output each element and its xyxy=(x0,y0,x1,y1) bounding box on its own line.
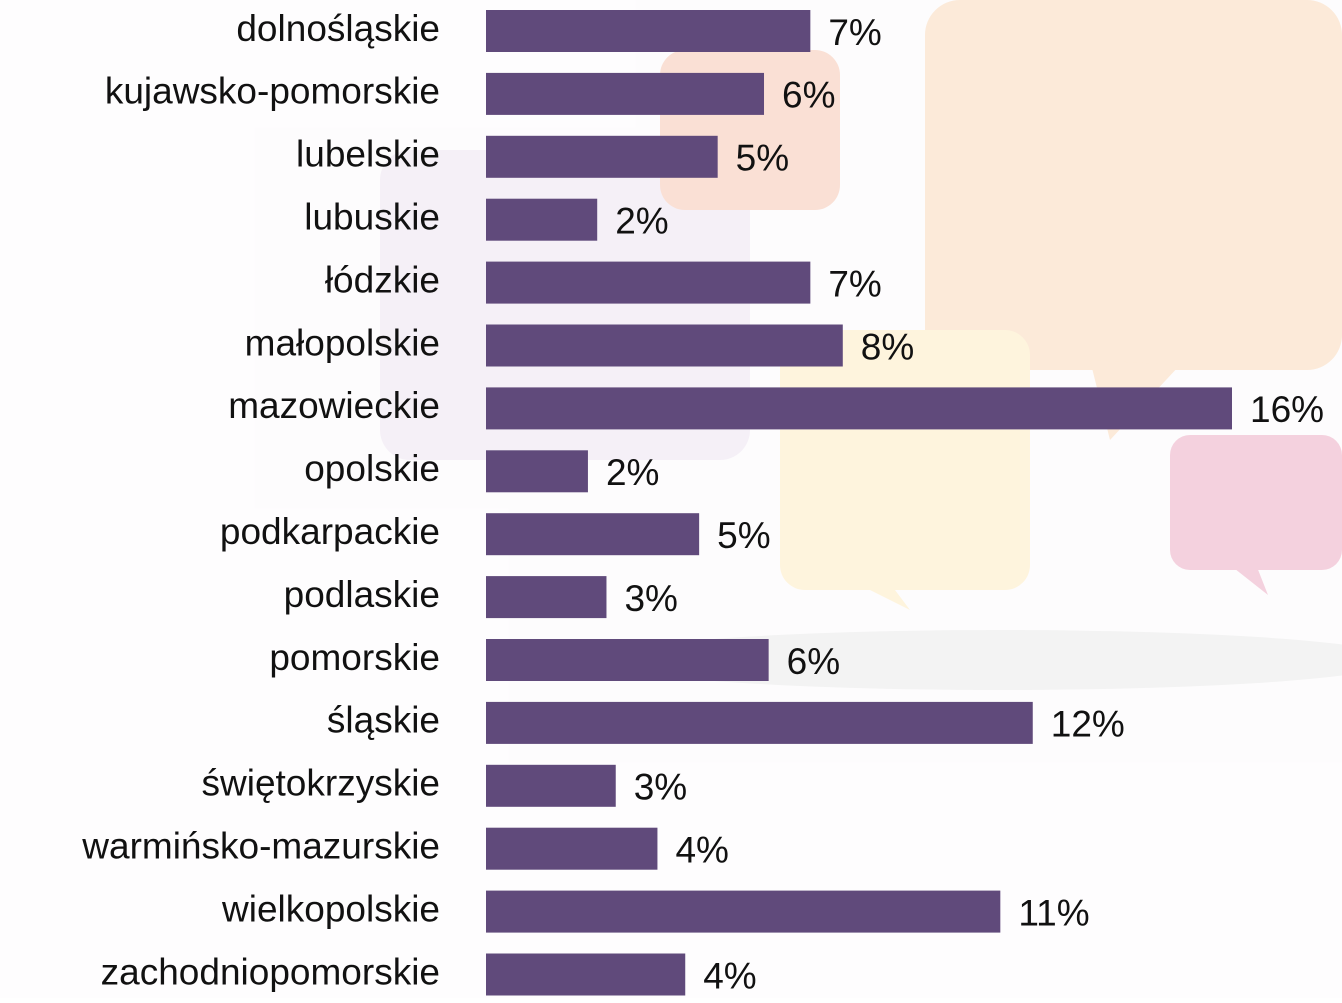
value-label: 5% xyxy=(736,138,789,179)
bar xyxy=(486,10,810,52)
value-label: 2% xyxy=(606,452,659,493)
bar xyxy=(486,702,1033,744)
value-label: 4% xyxy=(675,829,728,870)
value-label: 4% xyxy=(703,955,756,996)
value-label: 8% xyxy=(861,326,914,367)
category-label: śląskie xyxy=(327,700,440,741)
value-label: 16% xyxy=(1250,389,1324,430)
category-label: małopolskie xyxy=(245,322,440,363)
bar xyxy=(486,450,588,492)
value-label: 2% xyxy=(615,200,668,241)
category-label: dolnośląskie xyxy=(236,8,440,49)
category-label: świętokrzyskie xyxy=(202,763,441,804)
value-label: 7% xyxy=(828,12,881,53)
category-label: lubelskie xyxy=(296,134,440,175)
category-label: pomorskie xyxy=(269,637,440,678)
value-label: 6% xyxy=(787,641,840,682)
category-label: lubuskie xyxy=(304,196,440,237)
value-label: 11% xyxy=(1018,892,1089,933)
bar xyxy=(486,325,843,367)
chart: dolnośląskie 7% kujawsko-pomorskie 6% lubels… xyxy=(0,0,1342,998)
bar xyxy=(486,639,769,681)
bar xyxy=(486,828,657,870)
bar xyxy=(486,765,616,807)
category-label: łódzkie xyxy=(325,259,440,300)
value-label: 5% xyxy=(717,515,770,556)
value-label: 6% xyxy=(782,75,835,116)
bar xyxy=(486,513,699,555)
category-label: mazowieckie xyxy=(228,385,440,426)
value-label: 12% xyxy=(1051,704,1125,745)
value-label: 7% xyxy=(828,263,881,304)
value-label: 3% xyxy=(624,578,677,619)
category-label: podlaskie xyxy=(284,574,440,615)
bar xyxy=(486,891,1000,933)
bar xyxy=(486,73,764,115)
category-label: zachodniopomorskie xyxy=(101,951,440,992)
category-label: opolskie xyxy=(304,448,440,489)
bar xyxy=(486,199,597,241)
category-label: warmińsko-mazurskie xyxy=(81,825,440,866)
category-label: wielkopolskie xyxy=(221,888,440,929)
category-label: podkarpackie xyxy=(220,511,440,552)
bar xyxy=(486,136,718,178)
bar xyxy=(486,387,1232,429)
category-label: kujawsko-pomorskie xyxy=(105,71,440,112)
bar xyxy=(486,954,685,996)
bar xyxy=(486,576,606,618)
bar xyxy=(486,262,810,304)
value-label: 3% xyxy=(634,767,687,808)
